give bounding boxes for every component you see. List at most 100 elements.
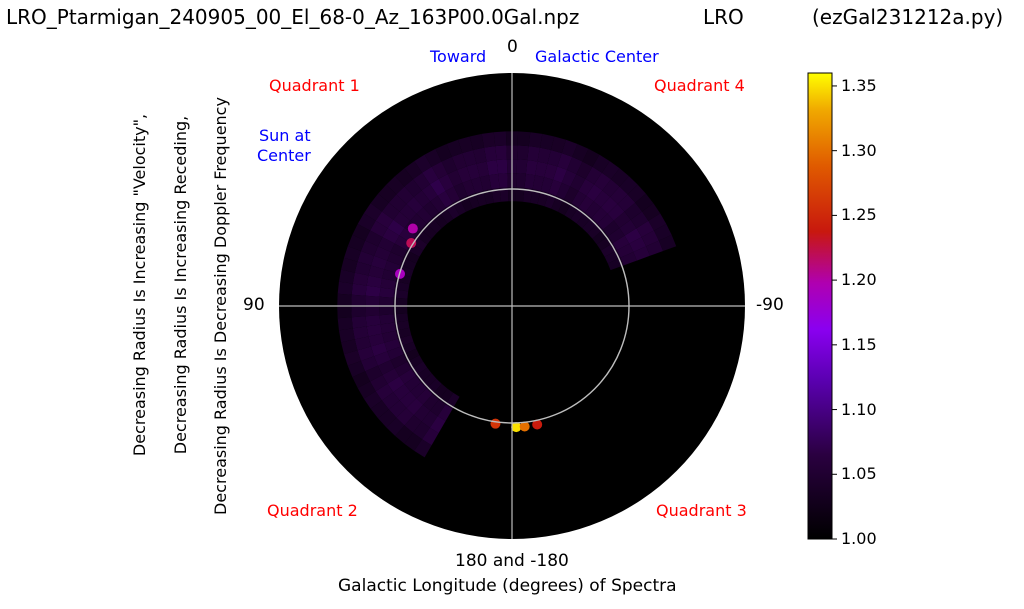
emission-cell — [375, 383, 394, 401]
angle-label-left: 90 — [243, 295, 265, 315]
emission-cell — [476, 161, 489, 178]
y-axis-label-line-3: Decreasing Radius Is Decreasing Doppler … — [211, 97, 230, 515]
emission-cell — [352, 371, 371, 389]
emission-cell — [451, 153, 467, 170]
emission-cell — [381, 202, 400, 220]
emission-cell — [429, 416, 446, 434]
emission-cell — [566, 156, 583, 175]
emission-cell — [608, 227, 625, 244]
emission-cell — [351, 316, 367, 329]
colorbar-tick-label: 1.15 — [841, 334, 877, 354]
emission-cell — [445, 186, 460, 204]
emission-cell — [431, 161, 448, 179]
emission-cell — [387, 251, 404, 266]
emission-cell — [499, 187, 509, 202]
emission-cell — [642, 203, 661, 221]
emission-cell — [610, 168, 629, 187]
emission-cell — [607, 204, 625, 221]
emission-cell — [414, 154, 432, 173]
emission-cell — [337, 306, 352, 319]
emission-cell — [423, 394, 439, 411]
x-axis-label: Galactic Longitude (degrees) of Spectra — [338, 576, 677, 596]
emission-cell — [498, 173, 508, 188]
emission-cell — [375, 211, 394, 229]
y-axis-label-line-1: Decreasing Radius Is Increasing "Velocit… — [130, 113, 149, 457]
emission-cell — [360, 356, 378, 372]
emission-cell — [481, 132, 496, 148]
emission-cell — [406, 398, 424, 416]
emission-cell — [388, 400, 407, 418]
emission-cell — [363, 391, 382, 409]
emission-cell — [594, 172, 611, 191]
emission-cell — [495, 145, 507, 161]
emission-cell — [435, 143, 452, 162]
emission-cell — [393, 306, 408, 315]
emission-cell — [384, 338, 401, 352]
emission-cell — [370, 220, 388, 238]
emission-cell — [421, 410, 438, 428]
y-axis-label-line-2: Decreasing Radius Is Increasing Receding… — [171, 115, 190, 455]
emission-cell — [653, 223, 672, 241]
emission-cell — [578, 178, 595, 196]
emission-cell — [379, 306, 394, 316]
quadrant-2-label: Quadrant 2 — [267, 501, 358, 520]
emission-cell — [404, 415, 422, 433]
emission-cell — [363, 203, 382, 221]
emission-cell — [344, 350, 361, 366]
emission-cell — [582, 148, 600, 167]
emission-cell — [530, 188, 541, 205]
quadrant-4-label: Quadrant 4 — [654, 76, 745, 95]
colorbar-tick-label: 1.25 — [841, 205, 877, 225]
hotspot-point — [511, 422, 522, 433]
emission-cell — [483, 188, 494, 205]
emission-cell — [516, 173, 526, 188]
emission-cell — [370, 255, 388, 270]
emission-cell — [378, 184, 397, 203]
emission-cell — [437, 190, 453, 208]
galactic-center-label: Galactic Center — [535, 47, 659, 66]
emission-cell — [370, 400, 389, 419]
emission-cell — [486, 160, 499, 176]
emission-cell — [390, 354, 408, 369]
emission-cell — [416, 388, 433, 405]
emission-cell — [379, 287, 395, 298]
emission-cell — [421, 184, 438, 202]
emission-cell — [413, 404, 431, 422]
emission-cell — [578, 195, 594, 213]
emission-cell — [466, 163, 480, 180]
emission-cell — [365, 315, 381, 327]
emission-cell — [366, 324, 383, 337]
emission-cell — [524, 173, 536, 189]
emission-cell — [393, 289, 409, 299]
emission-cell — [627, 184, 646, 203]
angle-label-right: -90 — [756, 295, 784, 315]
emission-cell — [570, 174, 586, 191]
emission-cell — [416, 207, 433, 224]
emission-cell — [351, 306, 366, 318]
hotspot-point — [406, 238, 417, 249]
emission-cell — [386, 176, 405, 195]
emission-cell — [341, 257, 358, 273]
emission-arc — [337, 131, 677, 458]
emission-cell — [484, 146, 497, 162]
emission-cell — [591, 207, 608, 224]
emission-cell — [352, 223, 371, 241]
emission-cell — [394, 320, 410, 331]
emission-cell — [351, 283, 367, 296]
emission-cell — [406, 196, 424, 214]
emission-cell — [368, 333, 385, 347]
emission-cell — [360, 240, 378, 256]
emission-cell — [393, 313, 409, 323]
emission-cell — [616, 243, 634, 258]
emission-cell — [410, 213, 427, 230]
emission-cell — [430, 399, 446, 417]
emission-cell — [572, 143, 589, 162]
emission-cell — [525, 160, 538, 176]
emission-cell — [393, 211, 411, 228]
emission-cell — [547, 150, 562, 167]
emission-cell — [532, 175, 545, 191]
emission-cell — [430, 195, 446, 213]
emission-cell — [473, 147, 487, 164]
sun-label-line-2: Center — [257, 146, 311, 165]
